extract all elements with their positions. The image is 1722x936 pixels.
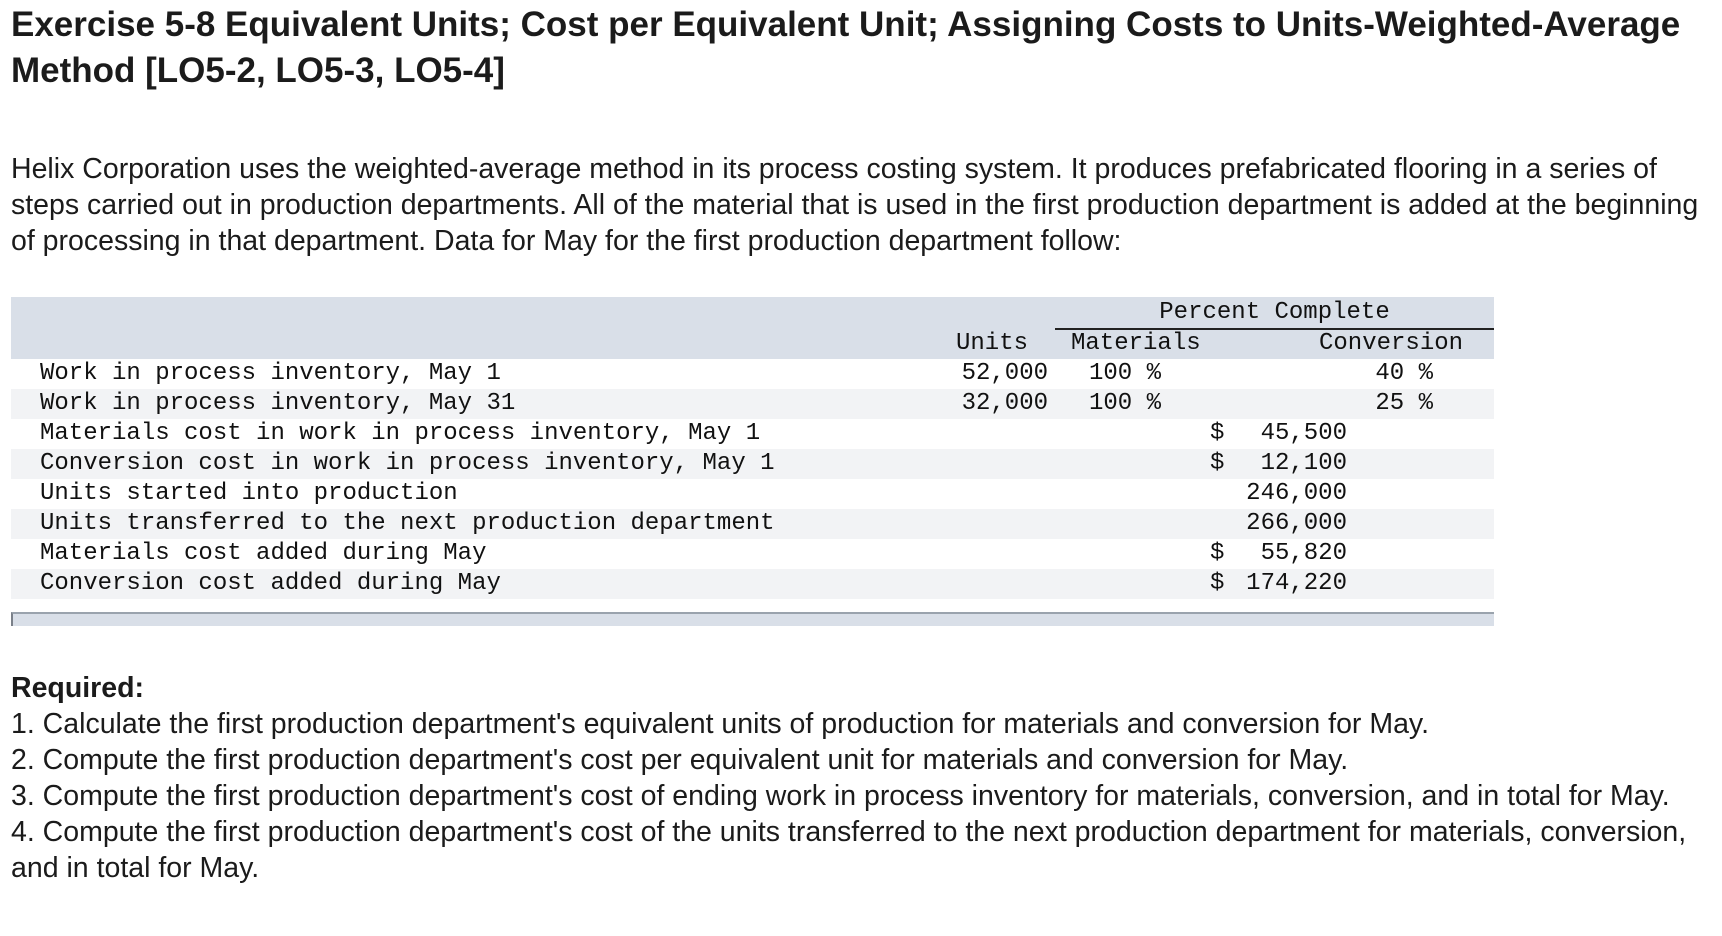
- units-column-header: Units: [956, 330, 1029, 357]
- row-dollar-sign: $: [1210, 450, 1225, 477]
- row-amount: 266,000: [1246, 510, 1347, 537]
- row-units: 32,000: [961, 390, 1048, 417]
- table-footer: [11, 612, 1494, 626]
- row-dollar-sign: $: [1210, 570, 1225, 597]
- required-item-4: 4. Compute the first production departme…: [11, 816, 1687, 884]
- conversion-column-header: Conversion: [1319, 330, 1464, 357]
- row-amount: 174,220: [1246, 570, 1347, 597]
- table-row: Units started into production 246,000: [11, 479, 1494, 509]
- row-materials-percent: 100 %: [1088, 390, 1161, 417]
- row-label: Units started into production: [40, 480, 458, 507]
- row-label: Materials cost added during May: [40, 540, 487, 567]
- row-conversion-percent: 40 %: [1375, 360, 1433, 387]
- row-dollar-sign: $: [1210, 540, 1225, 567]
- required-heading: Required:: [11, 672, 145, 704]
- row-label: Work in process inventory, May 31: [40, 390, 516, 417]
- row-dollar-sign: $: [1210, 420, 1225, 447]
- row-amount: 12,100: [1260, 450, 1347, 477]
- table-row: Conversion cost added during May $ 174,2…: [11, 569, 1494, 599]
- table-body: Work in process inventory, May 1 52,000 …: [11, 359, 1494, 599]
- row-materials-percent: 100 %: [1088, 360, 1161, 387]
- materials-column-header: Materials: [1071, 330, 1201, 357]
- row-label: Work in process inventory, May 1: [40, 360, 501, 387]
- required-section: Required: 1. Calculate the first product…: [11, 670, 1711, 886]
- row-label: Materials cost in work in process invent…: [40, 420, 761, 447]
- percent-complete-rule: [1055, 328, 1494, 330]
- row-amount: 55,820: [1260, 540, 1347, 567]
- required-item-3: 3. Compute the first production departme…: [11, 780, 1670, 812]
- exercise-title: Exercise 5-8 Equivalent Units; Cost per …: [11, 5, 1681, 90]
- row-amount: 246,000: [1246, 480, 1347, 507]
- row-label: Conversion cost added during May: [40, 570, 501, 597]
- table-row: Work in process inventory, May 31 32,000…: [11, 389, 1494, 419]
- table-row: Units transferred to the next production…: [11, 509, 1494, 539]
- row-units: 52,000: [961, 360, 1048, 387]
- table-row: Materials cost in work in process invent…: [11, 419, 1494, 449]
- row-conversion-percent: 25 %: [1375, 390, 1433, 417]
- table-row: Materials cost added during May $ 55,820: [11, 539, 1494, 569]
- row-amount: 45,500: [1260, 420, 1347, 447]
- data-table: Percent Complete Units Materials Convers…: [11, 297, 1494, 627]
- required-item-1: 1. Calculate the first production depart…: [11, 708, 1429, 740]
- table-row: Conversion cost in work in process inven…: [11, 449, 1494, 479]
- required-item-2: 2. Compute the first production departme…: [11, 744, 1349, 776]
- table-row: Work in process inventory, May 1 52,000 …: [11, 359, 1494, 389]
- row-label: Conversion cost in work in process inven…: [40, 450, 775, 477]
- row-label: Units transferred to the next production…: [40, 510, 775, 537]
- percent-complete-header: Percent Complete: [1159, 299, 1390, 326]
- intro-paragraph: Helix Corporation uses the weighted-aver…: [11, 153, 1699, 257]
